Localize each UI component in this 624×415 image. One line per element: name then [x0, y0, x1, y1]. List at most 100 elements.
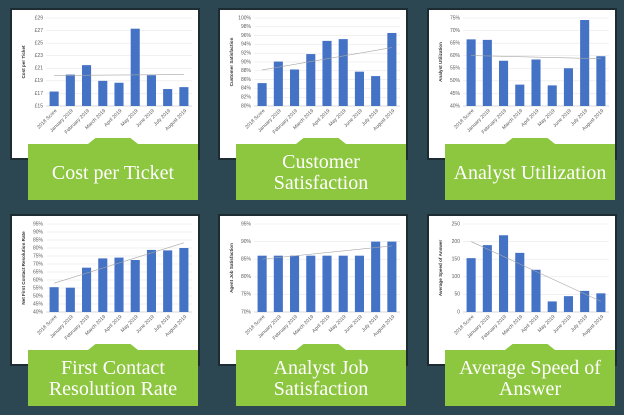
y-tick-label: 55%	[450, 66, 461, 72]
bar	[515, 252, 525, 312]
y-tick-label: 86%	[241, 77, 252, 83]
chart-card: 40% 45% 50% 55% 60% 65% 70% 75% 80% 85% 90% 95% Net …	[10, 214, 200, 366]
bar	[114, 82, 124, 106]
y-tick-label: 80%	[33, 245, 44, 251]
chart: 80% 82% 84% 86% 88% 90% 92% 94% 96% 98% 100% Custom…	[229, 15, 400, 135]
y-tick-label: 70%	[33, 261, 44, 267]
y-tick-label: 55%	[33, 285, 44, 291]
chart-card: 80% 82% 84% 86% 88% 90% 92% 94% 96% 98% 100% Custom…	[218, 8, 408, 160]
bar	[547, 85, 557, 106]
chart-card: 70% 75% 80% 85% 90% 95% Agent Job Satisfaction…	[218, 214, 408, 366]
bar	[146, 249, 156, 312]
bar	[547, 301, 557, 312]
banner-tab	[505, 138, 555, 144]
y-tick-label: 75%	[33, 253, 44, 259]
banner-tab	[296, 344, 346, 350]
y-tick-label: £29	[35, 15, 44, 21]
y-tick-label: 95%	[241, 221, 252, 227]
bar	[273, 61, 283, 106]
chart-title: Analyst Job Satisfaction	[273, 357, 369, 400]
chart-title: Cost per Ticket	[51, 161, 175, 184]
bar	[49, 287, 59, 312]
y-tick-label: £19	[35, 78, 44, 84]
bar	[338, 255, 348, 312]
chart-title: First Contact Resolution Rate	[48, 357, 178, 400]
y-tick-label: 96%	[241, 33, 252, 39]
y-tick-label: £27	[35, 28, 44, 34]
trendline	[54, 242, 184, 284]
chart-title-banner: Analyst Job Satisfaction	[236, 344, 406, 406]
y-tick-label: 75%	[241, 292, 252, 298]
bar	[466, 39, 476, 106]
y-tick-label: 95%	[33, 221, 44, 227]
y-tick-label: 100%	[238, 15, 251, 21]
chart-title-banner: Analyst Utilization	[445, 138, 615, 200]
y-tick-label: 94%	[241, 42, 252, 48]
bar	[596, 293, 606, 312]
chart-title: Analyst Utilization	[453, 161, 607, 184]
bar	[596, 56, 606, 106]
bar	[531, 269, 541, 312]
chart-card: £15 £17 £19 £21 £23 £25 £27 £29 Cost per Ticket 2…	[10, 8, 200, 160]
bar	[65, 74, 75, 106]
y-tick-label: 65%	[33, 269, 44, 275]
bar	[482, 39, 492, 107]
y-tick-label: £17	[35, 91, 44, 97]
chart-title-banner: Average Speed of Answer	[445, 344, 615, 406]
bar	[580, 20, 590, 106]
bar	[273, 255, 283, 312]
banner-tab	[88, 138, 138, 144]
y-tick-label: 150	[452, 257, 461, 263]
bar	[306, 54, 316, 106]
y-tick-label: 50%	[33, 293, 44, 299]
chart: 40% 45% 50% 55% 60% 65% 70% 75% Analyst Utilizat…	[438, 15, 609, 135]
bar	[531, 59, 541, 106]
y-tick-label: 60%	[33, 277, 44, 283]
chart-title-banner: Customer Satisfaction	[236, 138, 406, 200]
bar	[163, 250, 173, 312]
y-axis-label: Cost per Ticket	[21, 45, 26, 79]
y-tick-label: 88%	[241, 68, 252, 74]
bar	[82, 267, 92, 312]
bar	[499, 60, 509, 106]
bar	[82, 65, 92, 106]
trendline	[54, 74, 184, 76]
y-axis-label: Average Speed of Answer	[438, 240, 443, 297]
y-tick-label: 92%	[241, 51, 252, 57]
y-tick-label: 50	[454, 292, 460, 298]
y-tick-label: £21	[35, 66, 44, 72]
bar	[466, 258, 476, 312]
y-axis-label: Analyst Utilization	[438, 42, 443, 82]
y-tick-label: 70%	[450, 28, 461, 34]
bar	[179, 87, 189, 106]
bar	[354, 71, 364, 106]
y-tick-label: 98%	[241, 24, 252, 30]
bar	[387, 32, 397, 106]
y-tick-label: 40%	[450, 103, 461, 109]
y-tick-label: 40%	[33, 309, 44, 315]
bar	[499, 235, 509, 312]
y-tick-label: 85%	[33, 237, 44, 243]
chart-title: Average Speed of Answer	[459, 357, 601, 400]
bar	[257, 83, 267, 106]
bar	[563, 68, 573, 106]
chart-card: 0 50 100 150 200 250 Average Speed of Answer 20…	[427, 214, 617, 366]
banner-tab	[88, 344, 138, 350]
y-axis-label: Agent Job Satisfaction	[229, 243, 234, 293]
y-axis-label: Net First Contact Resolution Rate	[21, 231, 26, 305]
y-tick-label: 85%	[241, 257, 252, 263]
y-tick-label: 65%	[450, 40, 461, 46]
bar	[482, 245, 492, 312]
chart: 70% 75% 80% 85% 90% 95% Agent Job Satisfaction…	[229, 221, 400, 341]
y-tick-label: 80%	[241, 103, 252, 109]
bar	[114, 257, 124, 312]
y-tick-label: 45%	[33, 301, 44, 307]
y-tick-label: 84%	[241, 86, 252, 92]
bar	[387, 241, 397, 312]
bar	[371, 76, 381, 106]
y-tick-label: 50%	[450, 78, 461, 84]
chart: 40% 45% 50% 55% 60% 65% 70% 75% 80% 85% 90% 95% Net …	[21, 221, 192, 341]
y-tick-label: £23	[35, 53, 44, 59]
